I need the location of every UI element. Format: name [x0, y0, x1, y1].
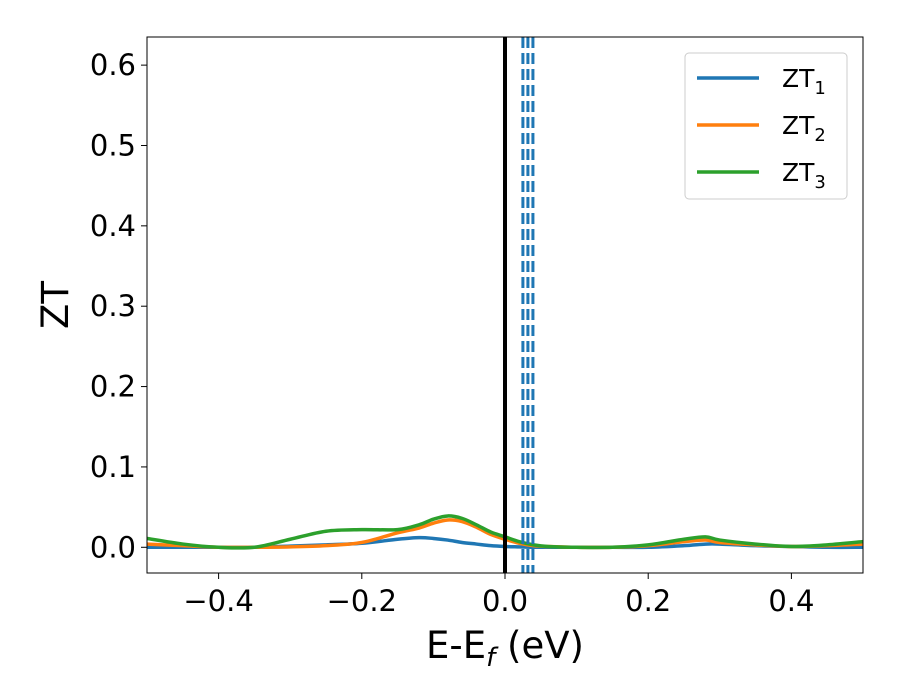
x-axis: −0.4 −0.2 0.0 0.2 0.4	[183, 573, 814, 618]
series-line-zt2	[147, 518, 863, 550]
y-tick-label: 0.3	[90, 289, 136, 323]
reference-lines	[503, 37, 535, 573]
legend-box	[684, 52, 848, 200]
y-tick-label: 0.6	[90, 48, 136, 82]
x-tick-label: 0.2	[625, 584, 671, 618]
legend-label-zt2: ZT2	[782, 111, 826, 146]
legend: ZT1 ZT2 ZT3	[684, 52, 848, 200]
x-axis-title: E-Ef (eV)	[426, 624, 584, 673]
y-tick-label: 0.4	[90, 209, 136, 243]
y-axis-title: ZT	[34, 281, 77, 329]
legend-label-zt3: ZT3	[782, 158, 826, 193]
y-tick-label: 0.5	[90, 128, 136, 162]
x-axis-title-main: E-E	[426, 624, 486, 667]
y-tick-label: 0.1	[90, 450, 136, 484]
x-tick-label: 0.0	[482, 584, 528, 618]
y-axis: 0.0 0.1 0.2 0.3 0.4 0.5 0.6	[90, 48, 147, 564]
series-line-zt3	[147, 514, 863, 550]
x-tick-label: −0.2	[327, 584, 397, 618]
legend-label-zt1: ZT1	[782, 64, 826, 99]
y-tick-label: 0.0	[90, 530, 136, 564]
x-axis-title-unit: (eV)	[495, 624, 584, 667]
y-tick-label: 0.2	[90, 370, 136, 404]
x-tick-label: −0.4	[183, 584, 253, 618]
x-tick-label: 0.4	[768, 584, 814, 618]
data-layer	[147, 514, 863, 550]
